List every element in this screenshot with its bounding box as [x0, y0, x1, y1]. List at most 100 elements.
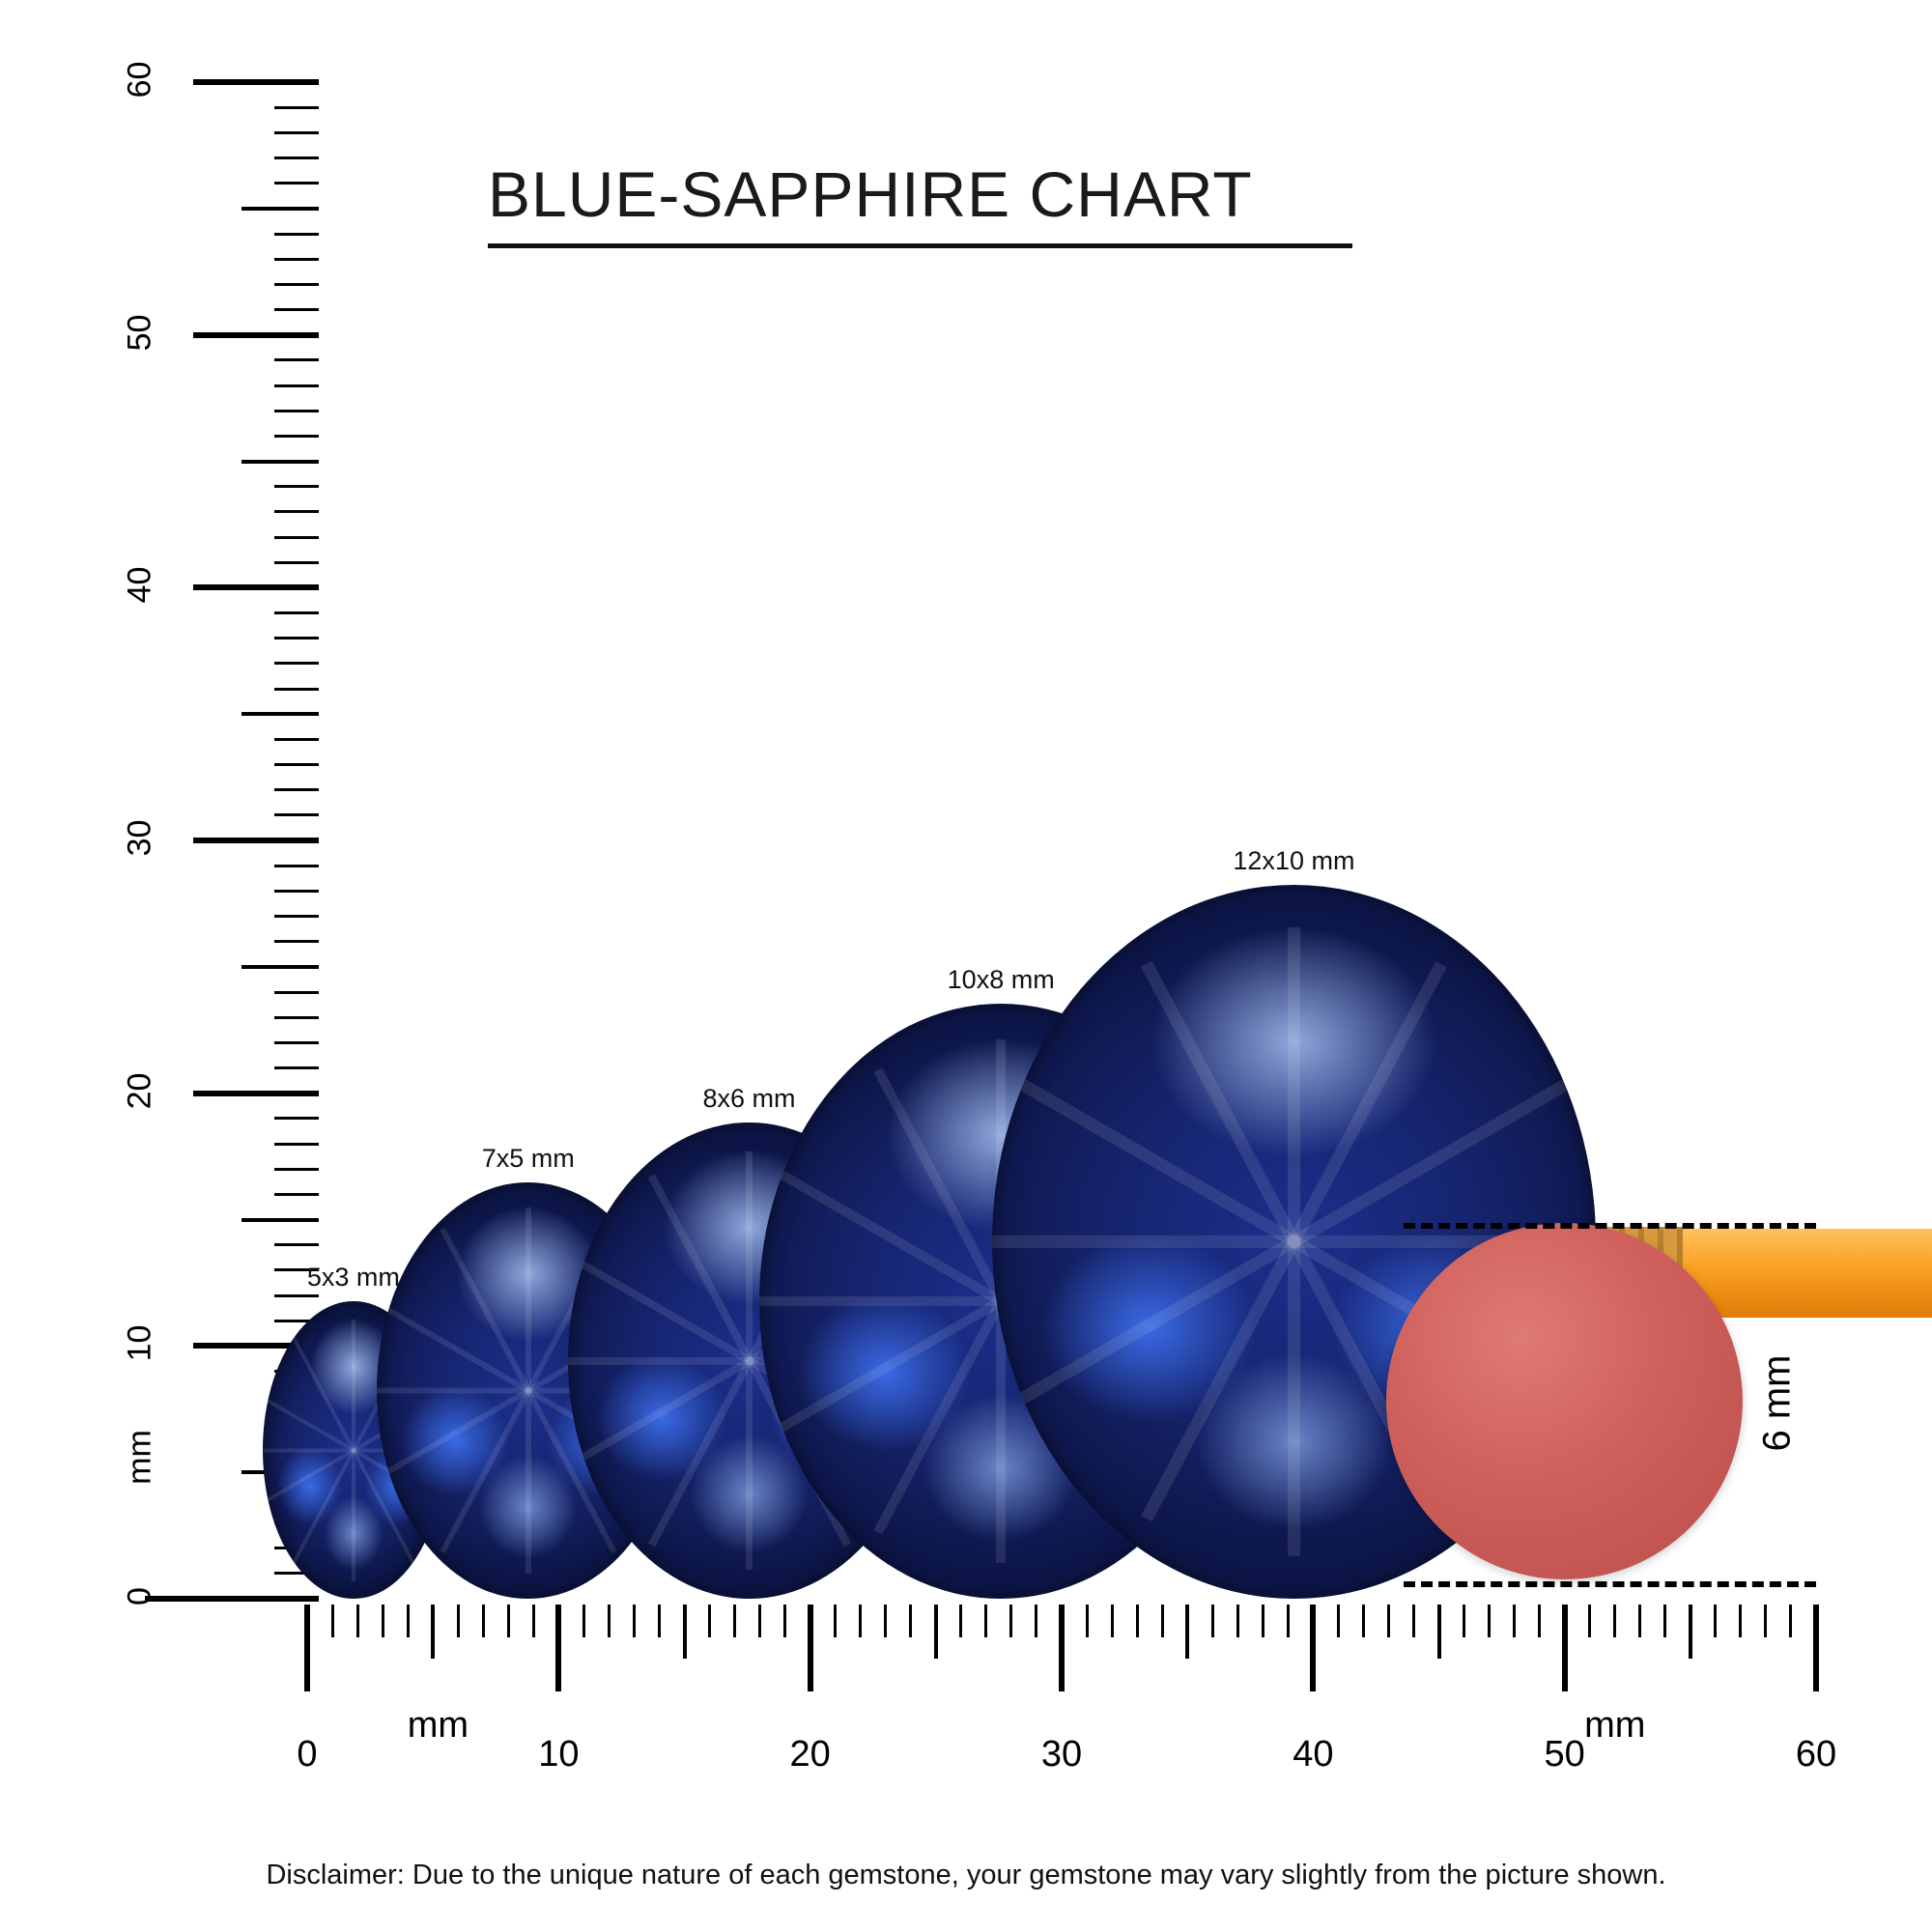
- ruler-tick: [274, 1040, 319, 1044]
- ruler-tick: [1714, 1605, 1718, 1637]
- ruler-tick: [274, 156, 319, 159]
- ruler-tick: [193, 584, 319, 591]
- ruler-tick: [274, 1015, 319, 1019]
- ruler-tick: [274, 130, 319, 134]
- ruler-tick: [909, 1605, 913, 1637]
- ruler-tick: [481, 1605, 485, 1637]
- ruler-tick: [274, 384, 319, 387]
- gemstone-label: 5x3 mm: [306, 1263, 400, 1293]
- ruler-tick: [330, 1605, 334, 1637]
- axis-baseline: [145, 1596, 309, 1602]
- ruler-tick: [274, 1117, 319, 1121]
- ruler-tick: [274, 940, 319, 944]
- ruler-tick: [1739, 1605, 1743, 1637]
- ruler-tick: [274, 1066, 319, 1069]
- ruler-tick: [1789, 1605, 1793, 1637]
- ruler-tick: [733, 1605, 737, 1637]
- ruler-tick: [1663, 1605, 1667, 1637]
- ruler-tick: [1613, 1605, 1617, 1637]
- ruler-tick: [884, 1605, 888, 1637]
- gemstone-facets: [263, 1301, 444, 1599]
- ruler-tick: [531, 1605, 535, 1637]
- ruler-unit-horizontal: mm: [1584, 1705, 1646, 1746]
- measure-line-top: [1403, 1222, 1816, 1229]
- ruler-tick: [607, 1605, 611, 1637]
- ruler-tick: [1286, 1605, 1290, 1637]
- chart-title-text: BLUE-SAPPHIRE CHART: [488, 158, 1253, 230]
- ruler-tick: [274, 1243, 319, 1247]
- measure-label: 6 mm: [1755, 1354, 1799, 1452]
- ruler-tick: [984, 1605, 988, 1637]
- ruler-tick: [807, 1605, 813, 1691]
- ruler-tick: [274, 232, 319, 236]
- gemstone-label: 7x5 mm: [481, 1144, 575, 1173]
- ruler-tick: [242, 459, 319, 464]
- ruler-tick: [1638, 1605, 1642, 1637]
- ruler-label-horizontal: 10: [538, 1734, 580, 1775]
- gemstone-label: 8x6 mm: [702, 1084, 796, 1114]
- ruler-tick: [242, 206, 319, 211]
- ruler-tick: [274, 864, 319, 867]
- ruler-tick: [242, 1217, 319, 1222]
- ruler-tick: [933, 1605, 938, 1659]
- ruler-tick: [758, 1605, 762, 1637]
- ruler-tick: [274, 105, 319, 109]
- ruler-tick: [431, 1605, 436, 1659]
- ruler-tick: [242, 964, 319, 969]
- ruler-tick: [555, 1605, 562, 1691]
- ruler-tick: [193, 1343, 319, 1350]
- ruler-tick: [274, 889, 319, 893]
- ruler-tick: [274, 1167, 319, 1171]
- ruler-tick: [274, 358, 319, 362]
- ruler-tick: [1488, 1605, 1492, 1637]
- ruler-tick: [657, 1605, 661, 1637]
- ruler-tick: [274, 637, 319, 640]
- ruler-tick: [1110, 1605, 1114, 1637]
- ruler-tick: [274, 182, 319, 185]
- ruler-tick: [959, 1605, 963, 1637]
- ruler-tick: [1588, 1605, 1592, 1637]
- ruler-tick: [1361, 1605, 1365, 1637]
- ruler-tick: [1085, 1605, 1089, 1637]
- ruler-tick: [274, 788, 319, 792]
- ruler-tick: [193, 1090, 319, 1096]
- gemstone-facets: [377, 1182, 680, 1599]
- ruler-tick: [708, 1605, 712, 1637]
- gemstone-label: 10x8 mm: [947, 965, 1055, 995]
- ruler-tick: [274, 915, 319, 918]
- ruler-tick: [274, 662, 319, 666]
- ruler-tick: [1310, 1605, 1317, 1691]
- ruler-tick: [1236, 1605, 1239, 1637]
- ruler-label-horizontal: 40: [1293, 1734, 1334, 1775]
- ruler-unit-horizontal: mm: [407, 1705, 469, 1746]
- ruler-tick: [1463, 1605, 1466, 1637]
- ruler-tick: [274, 510, 319, 514]
- ruler-tick: [274, 535, 319, 539]
- eraser-reference: [1385, 1222, 1744, 1579]
- ruler-tick: [304, 1605, 310, 1691]
- ruler-label-horizontal: 60: [1795, 1734, 1837, 1775]
- ruler-tick: [274, 1142, 319, 1146]
- gemstone-facets: [567, 1122, 931, 1599]
- ruler-tick: [274, 611, 319, 614]
- ruler-tick: [274, 434, 319, 438]
- ruler-tick: [274, 409, 319, 412]
- ruler-tick: [274, 257, 319, 261]
- ruler-tick: [274, 737, 319, 741]
- ruler-tick: [1688, 1605, 1692, 1659]
- ruler-tick: [834, 1605, 838, 1637]
- ruler-tick: [1160, 1605, 1164, 1637]
- ruler-tick: [1411, 1605, 1415, 1637]
- ruler-tick: [1764, 1605, 1768, 1637]
- ruler-tick: [274, 1572, 319, 1576]
- ruler-tick: [1059, 1605, 1065, 1691]
- ruler-tick: [1561, 1605, 1568, 1691]
- ruler-label-horizontal: 0: [297, 1734, 318, 1775]
- ruler-tick: [381, 1605, 384, 1637]
- ruler-tick: [859, 1605, 863, 1637]
- ruler-tick: [274, 763, 319, 766]
- pencil-segment: [1683, 1229, 1932, 1318]
